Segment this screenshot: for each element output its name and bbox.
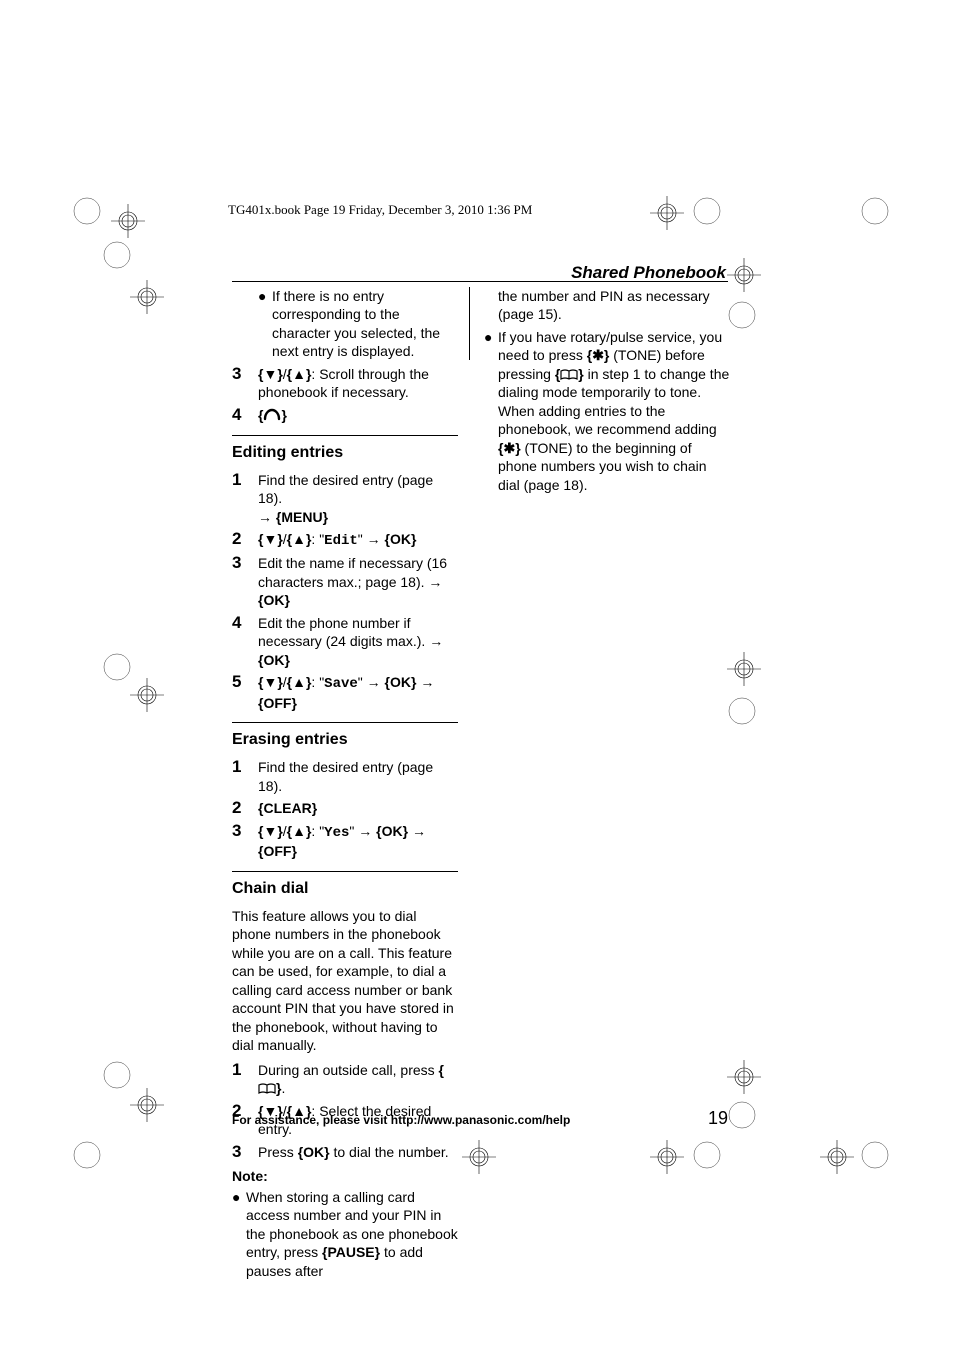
sphere-mark-icon [72,1140,102,1170]
step-number: 4 [232,406,258,425]
step-number: 1 [232,758,258,795]
divider [232,435,458,436]
step-body: During an outside call, press {}. [258,1061,458,1098]
footer-text: For assistance, please visit http://www.… [232,1113,570,1127]
step-body: Press {OK} to dial the number. [258,1143,458,1162]
up-triangle-icon: ▲ [292,366,306,382]
column-divider [469,287,470,360]
sphere-mark-icon [727,1100,757,1130]
step-number: 1 [232,471,258,526]
divider [232,722,458,723]
bullet-icon: ● [484,328,498,494]
crosshair-mark-icon [462,1140,496,1174]
step-body: Find the desired entry (page 18). [258,758,458,795]
sphere-mark-icon [102,652,132,682]
crosshair-mark-icon [650,1140,684,1174]
body-text: When storing a calling card access numbe… [246,1188,458,1280]
sphere-mark-icon [860,1140,890,1170]
step-body: {▼}/{▲}: "Edit" → {OK} [258,530,458,550]
step-body: {▼}/{▲}: "Save" → {OK} → {OFF} [258,673,458,712]
page-number: 19 [708,1108,728,1129]
section-title: Shared Phonebook [571,263,726,283]
step-number: 3 [232,1143,258,1162]
crosshair-mark-icon [650,196,684,230]
step-number: 3 [232,822,258,861]
step-body: {CLEAR} [258,799,458,818]
step-body: {▼}/{▲}: "Yes" → {OK} → {OFF} [258,822,458,861]
step-number: 3 [232,365,258,402]
subheading: Editing entries [232,442,458,463]
crosshair-mark-icon [727,652,761,686]
sphere-mark-icon [727,696,757,726]
crosshair-mark-icon [727,1060,761,1094]
crosshair-mark-icon [130,1088,164,1122]
step-number: 1 [232,1061,258,1098]
crosshair-mark-icon [727,258,761,292]
divider [232,871,458,872]
note-label: Note: [232,1167,458,1185]
step-number: 2 [232,530,258,550]
up-triangle-icon: ▲ [292,531,306,547]
step-body: Edit the name if necessary (16 character… [258,554,458,609]
phonebook-icon [560,369,578,381]
sphere-mark-icon [692,196,722,226]
star-icon: ✱ [592,347,604,363]
sphere-mark-icon [72,196,102,226]
right-column: the number and PIN as necessary (page 15… [484,287,730,494]
sphere-mark-icon [102,240,132,270]
crosshair-mark-icon [820,1140,854,1174]
sphere-mark-icon [692,1140,722,1170]
phonebook-icon [258,1083,276,1095]
crosshair-mark-icon [130,678,164,712]
subheading: Chain dial [232,878,458,899]
step-body: {} [258,406,458,425]
body-text: the number and PIN as necessary (page 15… [484,287,730,324]
sphere-mark-icon [860,196,890,226]
step-number: 3 [232,554,258,609]
handset-icon [263,408,281,422]
left-column: ● If there is no entry corresponding to … [232,287,458,1280]
page-header: TG401x.book Page 19 Friday, December 3, … [228,202,532,218]
step-number: 5 [232,673,258,712]
crosshair-mark-icon [130,280,164,314]
step-body: Find the desired entry (page 18). → {MEN… [258,471,458,526]
down-triangle-icon: ▼ [263,674,277,690]
subheading: Erasing entries [232,729,458,750]
up-triangle-icon: ▲ [292,823,306,839]
body-text: If there is no entry corresponding to th… [272,287,458,361]
body-text: If you have rotary/pulse service, you ne… [498,328,730,494]
up-triangle-icon: ▲ [292,674,306,690]
step-number: 2 [232,799,258,818]
sphere-mark-icon [727,300,757,330]
footer: For assistance, please visit http://www.… [232,1108,728,1129]
star-icon: ✱ [503,440,515,456]
sphere-mark-icon [102,1060,132,1090]
bullet-icon: ● [232,1188,246,1280]
step-body: Edit the phone number if necessary (24 d… [258,614,458,669]
crosshair-mark-icon [111,204,145,238]
step-number: 4 [232,614,258,669]
hr-top [232,281,728,282]
body-text: This feature allows you to dial phone nu… [232,907,458,1055]
down-triangle-icon: ▼ [263,531,277,547]
bullet-icon: ● [258,287,272,361]
down-triangle-icon: ▼ [263,823,277,839]
step-body: {▼}/{▲}: Scroll through the phonebook if… [258,365,458,402]
down-triangle-icon: ▼ [263,366,277,382]
